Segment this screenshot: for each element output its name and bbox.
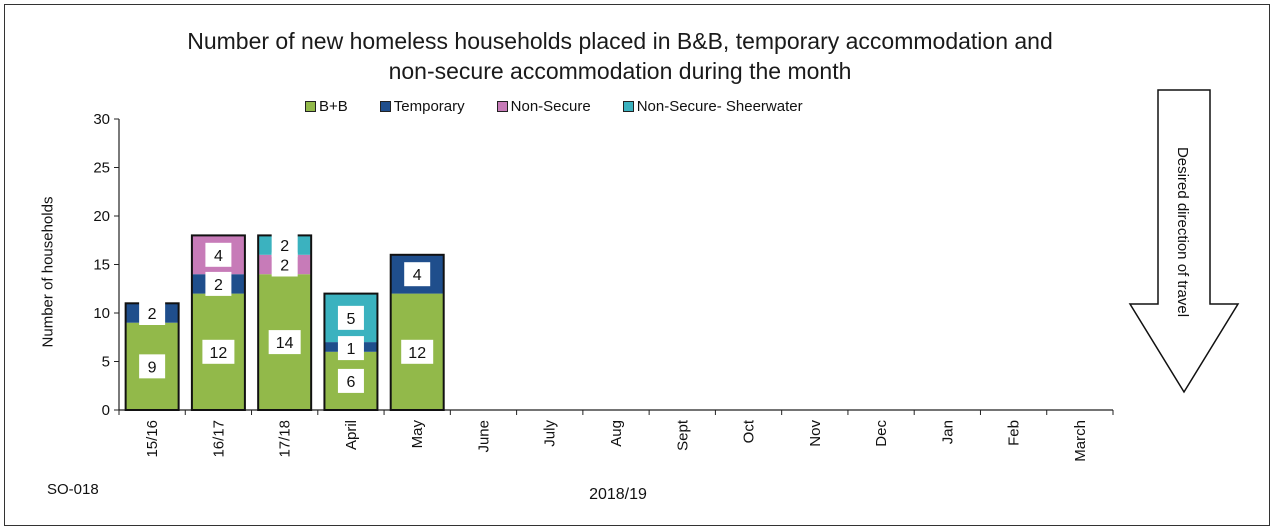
data-label-box bbox=[139, 354, 166, 379]
data-label: 14 bbox=[276, 335, 294, 352]
data-label-box bbox=[202, 339, 235, 364]
data-label-box bbox=[337, 305, 364, 330]
data-label: 2 bbox=[148, 306, 157, 323]
x-tick-label: Sept bbox=[674, 419, 691, 451]
x-tick-label: 16/17 bbox=[210, 420, 227, 458]
data-label-box bbox=[205, 271, 232, 296]
legend-label-bb: B+B bbox=[319, 98, 348, 115]
chart-title-line2: non-secure accommodation during the mont… bbox=[388, 58, 852, 84]
x-tick-label: Jan bbox=[939, 420, 956, 444]
legend-item-sheerwater: Non-Secure- Sheerwater bbox=[622, 98, 803, 115]
bar-outline bbox=[190, 234, 246, 411]
legend-label-temporary: Temporary bbox=[393, 98, 465, 115]
y-tick-label: 25 bbox=[93, 160, 110, 177]
y-tick-label: 10 bbox=[93, 305, 110, 322]
y-tick-label: 5 bbox=[102, 354, 110, 371]
x-tick-label: Feb bbox=[1006, 420, 1023, 446]
x-tick-label: April bbox=[343, 420, 360, 450]
legend-label-non-secure: Non-Secure bbox=[510, 98, 591, 115]
chart-title-line1: Number of new homeless households placed… bbox=[187, 28, 1053, 54]
data-label-box bbox=[337, 336, 364, 361]
data-label: 9 bbox=[148, 359, 157, 376]
data-label: 2 bbox=[280, 238, 289, 255]
legend-label-sheerwater: Non-Secure- Sheerwater bbox=[636, 98, 803, 115]
legend-item-bb: B+B bbox=[305, 98, 348, 115]
data-label-box bbox=[139, 301, 166, 325]
data-label: 6 bbox=[346, 374, 355, 391]
y-tick-label: 15 bbox=[93, 257, 110, 274]
x-tick-label: 15/16 bbox=[144, 420, 161, 458]
x-tick-label: Dec bbox=[873, 420, 890, 447]
x-tick-label: June bbox=[475, 420, 492, 453]
legend-swatch-temporary bbox=[379, 101, 391, 112]
report-code: SO-018 bbox=[47, 481, 99, 498]
legend-swatch-bb bbox=[305, 101, 316, 112]
direction-arrow bbox=[1128, 89, 1240, 394]
data-label-box bbox=[205, 242, 232, 267]
data-label: 12 bbox=[408, 345, 426, 362]
legend-swatch-sheerwater bbox=[622, 101, 634, 112]
y-tick-label: 0 bbox=[102, 402, 110, 419]
y-tick-label: 20 bbox=[93, 208, 110, 225]
legend-swatch-non-secure bbox=[496, 101, 508, 112]
data-label: 5 bbox=[346, 311, 355, 328]
data-label: 1 bbox=[346, 341, 355, 358]
data-label: 4 bbox=[413, 267, 422, 284]
data-label: 2 bbox=[280, 258, 289, 275]
legend-item-temporary: Temporary bbox=[379, 98, 465, 115]
data-label-box bbox=[271, 233, 298, 258]
legend-item-non-secure: Non-Secure bbox=[496, 98, 591, 115]
x-tick-label: May bbox=[409, 420, 426, 449]
x-axis-label: 2018/19 bbox=[589, 486, 647, 503]
direction-arrow-label: Desired direction of travel bbox=[1174, 147, 1191, 317]
data-label: 2 bbox=[214, 277, 223, 294]
x-tick-label: Nov bbox=[807, 420, 824, 447]
bar-outline bbox=[323, 292, 379, 412]
data-label-box bbox=[268, 330, 301, 355]
x-tick-label: July bbox=[542, 420, 559, 447]
data-label-box bbox=[401, 339, 434, 364]
x-tick-label: 17/18 bbox=[277, 420, 294, 458]
data-label: 4 bbox=[214, 248, 223, 265]
bar-outline bbox=[389, 253, 445, 411]
x-tick-label: March bbox=[1072, 420, 1089, 462]
data-label-box bbox=[337, 368, 364, 393]
chart-legend: B+B Temporary Non-Secure Non-Secure- She… bbox=[305, 98, 835, 115]
y-tick-label: 30 bbox=[93, 111, 110, 128]
x-tick-label: Oct bbox=[741, 419, 758, 443]
x-tick-label: Aug bbox=[608, 420, 625, 447]
data-label-box bbox=[404, 262, 431, 287]
data-label: 12 bbox=[210, 345, 228, 362]
